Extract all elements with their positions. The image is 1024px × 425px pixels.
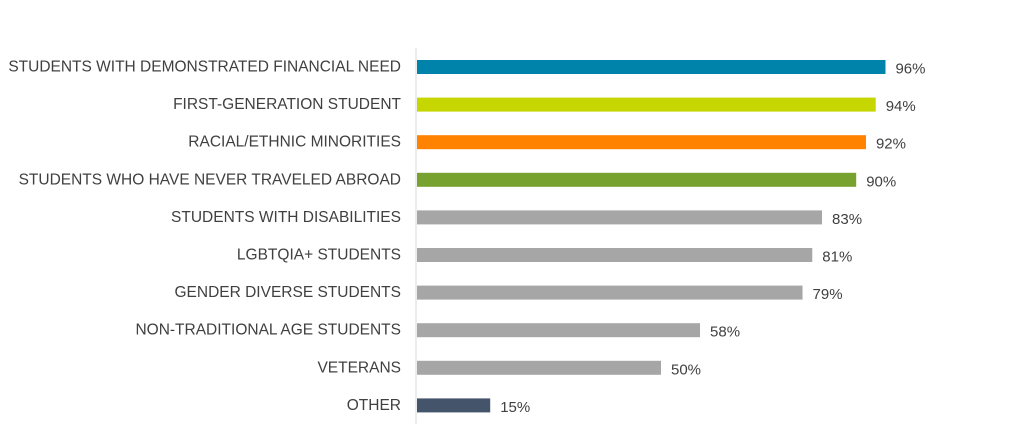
bar: [417, 97, 876, 112]
value-labels-group: 96% 94% 92% 90% 83% 81% 79% 58% 50% 15%: [500, 61, 925, 416]
category-label: STUDENTS WHO HAVE NEVER TRAVELED ABROAD: [19, 171, 401, 188]
bar: [417, 248, 813, 262]
bar: [417, 172, 857, 187]
value-label: 15%: [500, 399, 530, 416]
category-label: STUDENTS WITH DEMONSTRATED FINANCIAL NEE…: [8, 59, 401, 76]
value-label: 58%: [710, 324, 740, 341]
category-label: NON-TRADITIONAL AGE STUDENTS: [135, 322, 401, 339]
bar: [417, 360, 661, 375]
bar: [417, 135, 866, 150]
bars-group: [417, 60, 886, 413]
category-label: FIRST-GENERATION STUDENT: [173, 96, 401, 113]
value-label: 83%: [832, 211, 862, 228]
category-label: GENDER DIVERSE STUDENTS: [174, 284, 401, 301]
bar: [417, 210, 823, 225]
category-labels-group: STUDENTS WITH DEMONSTRATED FINANCIAL NEE…: [8, 59, 401, 414]
value-label: 90%: [866, 173, 896, 190]
bar: [417, 285, 803, 300]
value-label: 50%: [671, 361, 701, 378]
category-label: OTHER: [347, 397, 401, 414]
bar: [417, 323, 701, 338]
bar: [417, 60, 886, 74]
category-label: RACIAL/ETHNIC MINORITIES: [188, 134, 401, 151]
value-label: 79%: [813, 286, 843, 303]
value-label: 96%: [895, 61, 925, 78]
value-label: 94%: [886, 98, 916, 115]
category-label: LGBTQIA+ STUDENTS: [237, 247, 401, 264]
category-label: STUDENTS WITH DISABILITIES: [171, 209, 401, 226]
category-label: VETERANS: [317, 359, 401, 376]
value-label: 92%: [876, 136, 906, 153]
bar: [417, 398, 491, 413]
value-label: 81%: [822, 249, 852, 266]
